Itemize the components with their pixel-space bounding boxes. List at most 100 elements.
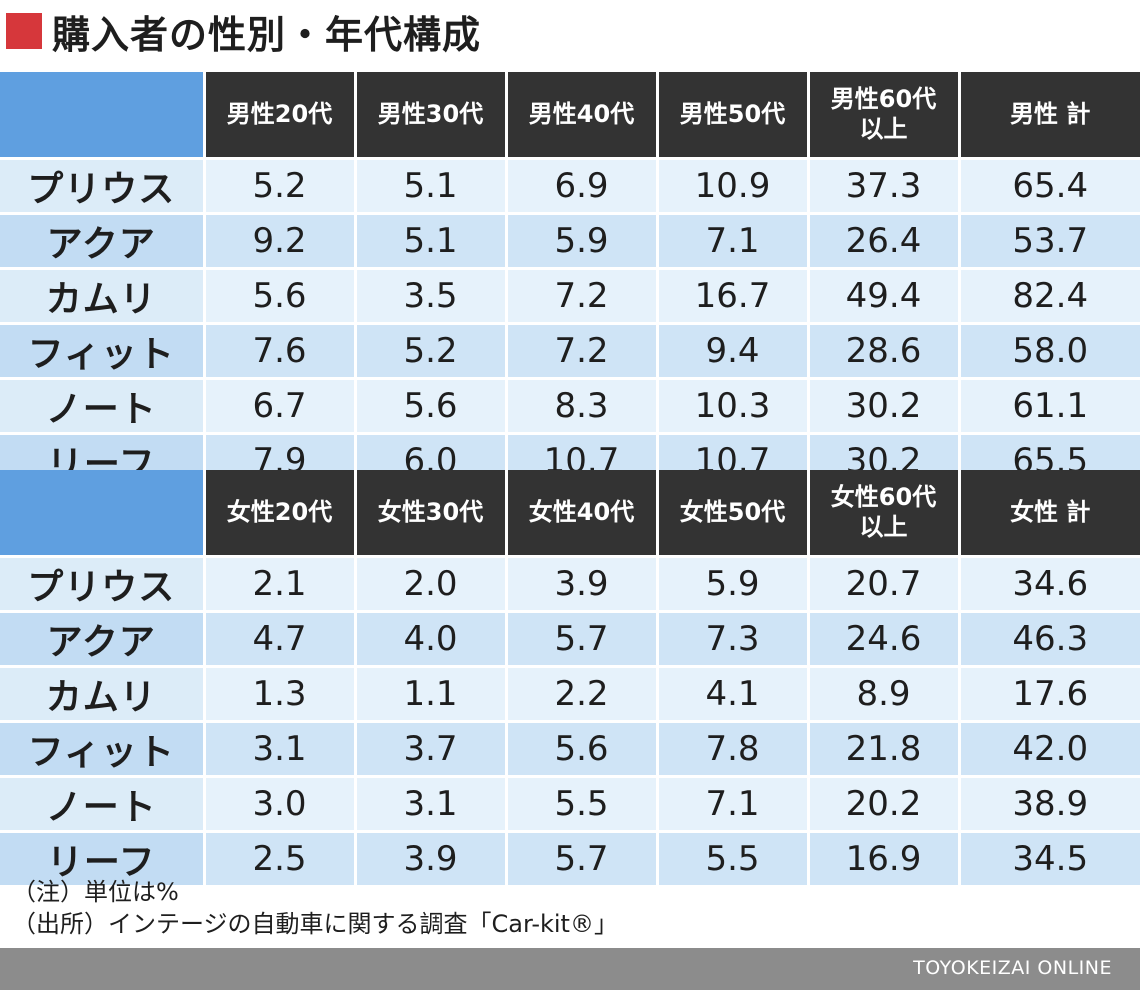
table-row: アクア 9.2 5.1 5.9 7.1 26.4 53.7 bbox=[0, 213, 1140, 270]
data-cell: 20.2 bbox=[808, 776, 961, 833]
data-cell: 82.4 bbox=[959, 268, 1140, 325]
column-header-line1: 男性40代 bbox=[528, 100, 635, 129]
unit-note: （注）単位は% bbox=[12, 878, 179, 906]
column-header: 男性60代 以上 bbox=[808, 72, 961, 160]
data-cell: 3.1 bbox=[204, 721, 357, 778]
row-label: カムリ bbox=[0, 268, 206, 325]
data-cell: 5.7 bbox=[506, 831, 659, 888]
column-header-line1: 女性40代 bbox=[528, 498, 635, 527]
data-cell: 37.3 bbox=[808, 158, 961, 215]
data-cell: 2.0 bbox=[355, 556, 508, 613]
data-cell: 3.0 bbox=[204, 776, 357, 833]
data-cell: 5.9 bbox=[657, 556, 810, 613]
row-label: ノート bbox=[0, 776, 206, 833]
column-header-line2: 以上 bbox=[859, 115, 908, 144]
data-cell: 7.6 bbox=[204, 323, 357, 380]
table-header-row: 女性20代 女性30代 女性40代 女性50代 女性60代 以上 女性 計 bbox=[0, 470, 1140, 558]
data-cell: 28.6 bbox=[808, 323, 961, 380]
data-cell: 24.6 bbox=[808, 611, 961, 668]
data-cell: 30.2 bbox=[808, 378, 961, 435]
column-header-line1: 女性30代 bbox=[377, 498, 484, 527]
data-cell: 61.1 bbox=[959, 378, 1140, 435]
data-cell: 21.8 bbox=[808, 721, 961, 778]
data-cell: 8.3 bbox=[506, 378, 659, 435]
data-cell: 3.7 bbox=[355, 721, 508, 778]
data-cell: 16.7 bbox=[657, 268, 810, 325]
column-header: 女性50代 bbox=[657, 470, 810, 558]
data-cell: 5.9 bbox=[506, 213, 659, 270]
table-row: フィット 3.1 3.7 5.6 7.8 21.8 42.0 bbox=[0, 721, 1140, 778]
table-corner-cell bbox=[0, 470, 206, 558]
data-cell: 38.9 bbox=[959, 776, 1140, 833]
title-marker-square bbox=[6, 13, 42, 49]
table-row: ノート 3.0 3.1 5.5 7.1 20.2 38.9 bbox=[0, 776, 1140, 833]
column-header-line1: 女性50代 bbox=[679, 498, 786, 527]
column-header-line2: 以上 bbox=[859, 513, 908, 542]
data-cell: 8.9 bbox=[808, 666, 961, 723]
table-row: プリウス 5.2 5.1 6.9 10.9 37.3 65.4 bbox=[0, 158, 1140, 215]
data-cell: 7.1 bbox=[657, 213, 810, 270]
data-cell: 7.3 bbox=[657, 611, 810, 668]
data-cell: 34.5 bbox=[959, 831, 1140, 888]
male-table: 男性20代 男性30代 男性40代 男性50代 男性60代 以上 男性 計 プリウ… bbox=[0, 72, 1140, 490]
data-cell: 6.9 bbox=[506, 158, 659, 215]
data-cell: 10.9 bbox=[657, 158, 810, 215]
row-label: アクア bbox=[0, 213, 206, 270]
data-cell: 65.4 bbox=[959, 158, 1140, 215]
page-title: 購入者の性別・年代構成 bbox=[52, 12, 482, 57]
column-header-line1: 男性50代 bbox=[679, 100, 786, 129]
column-header-line1: 女性 計 bbox=[1010, 498, 1091, 527]
data-cell: 5.6 bbox=[204, 268, 357, 325]
footer-bar: TOYOKEIZAI ONLINE bbox=[0, 948, 1140, 990]
table-row: アクア 4.7 4.0 5.7 7.3 24.6 46.3 bbox=[0, 611, 1140, 668]
column-header: 男性50代 bbox=[657, 72, 810, 160]
column-header-line1: 男性30代 bbox=[377, 100, 484, 129]
row-label: カムリ bbox=[0, 666, 206, 723]
data-cell: 53.7 bbox=[959, 213, 1140, 270]
female-table: 女性20代 女性30代 女性40代 女性50代 女性60代 以上 女性 計 プリウ… bbox=[0, 470, 1140, 888]
data-cell: 58.0 bbox=[959, 323, 1140, 380]
data-cell: 9.2 bbox=[204, 213, 357, 270]
data-cell: 6.7 bbox=[204, 378, 357, 435]
data-cell: 4.0 bbox=[355, 611, 508, 668]
data-cell: 1.3 bbox=[204, 666, 357, 723]
data-cell: 2.2 bbox=[506, 666, 659, 723]
data-cell: 5.1 bbox=[355, 158, 508, 215]
data-cell: 42.0 bbox=[959, 721, 1140, 778]
data-cell: 10.3 bbox=[657, 378, 810, 435]
data-cell: 17.6 bbox=[959, 666, 1140, 723]
row-label: アクア bbox=[0, 611, 206, 668]
data-cell: 2.5 bbox=[204, 831, 357, 888]
table-row: リーフ 2.5 3.9 5.7 5.5 16.9 34.5 bbox=[0, 831, 1140, 888]
column-header: 女性20代 bbox=[204, 470, 357, 558]
column-header-line1: 男性60代 bbox=[830, 85, 937, 114]
data-cell: 4.7 bbox=[204, 611, 357, 668]
column-header: 女性40代 bbox=[506, 470, 659, 558]
data-cell: 9.4 bbox=[657, 323, 810, 380]
column-header: 女性30代 bbox=[355, 470, 508, 558]
table-row: プリウス 2.1 2.0 3.9 5.9 20.7 34.6 bbox=[0, 556, 1140, 613]
column-header: 男性40代 bbox=[506, 72, 659, 160]
table-row: カムリ 5.6 3.5 7.2 16.7 49.4 82.4 bbox=[0, 268, 1140, 325]
data-cell: 5.6 bbox=[506, 721, 659, 778]
table-row: ノート 6.7 5.6 8.3 10.3 30.2 61.1 bbox=[0, 378, 1140, 435]
data-cell: 34.6 bbox=[959, 556, 1140, 613]
data-cell: 4.1 bbox=[657, 666, 810, 723]
table-corner-cell bbox=[0, 72, 206, 160]
data-cell: 1.1 bbox=[355, 666, 508, 723]
column-header: 男性20代 bbox=[204, 72, 357, 160]
data-cell: 7.2 bbox=[506, 323, 659, 380]
data-cell: 5.2 bbox=[204, 158, 357, 215]
table-header-row: 男性20代 男性30代 男性40代 男性50代 男性60代 以上 男性 計 bbox=[0, 72, 1140, 160]
data-cell: 2.1 bbox=[204, 556, 357, 613]
column-header: 男性 計 bbox=[959, 72, 1140, 160]
data-cell: 5.5 bbox=[506, 776, 659, 833]
data-cell: 5.1 bbox=[355, 213, 508, 270]
data-cell: 3.5 bbox=[355, 268, 508, 325]
row-label: プリウス bbox=[0, 158, 206, 215]
notes: （注）単位は% （出所）インテージの自動車に関する調査「Car-kit®」 bbox=[12, 876, 618, 940]
data-cell: 46.3 bbox=[959, 611, 1140, 668]
data-cell: 3.1 bbox=[355, 776, 508, 833]
table-row: フィット 7.6 5.2 7.2 9.4 28.6 58.0 bbox=[0, 323, 1140, 380]
source-note: （出所）インテージの自動車に関する調査「Car-kit®」 bbox=[12, 910, 618, 938]
